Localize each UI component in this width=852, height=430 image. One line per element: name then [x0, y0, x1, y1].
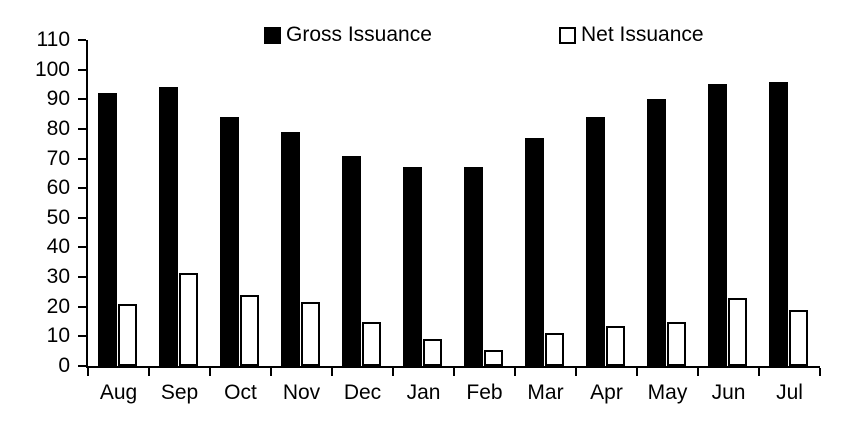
gross-issuance-bar: [525, 137, 544, 366]
x-axis-label: Feb: [466, 381, 503, 404]
gross-issuance-bar: [281, 131, 300, 366]
gross-issuance-bar: [98, 93, 117, 366]
x-axis-tick: [209, 368, 211, 376]
x-axis-label: Sep: [160, 381, 199, 404]
x-axis-label: Dec: [343, 381, 382, 404]
x-axis-tick: [453, 368, 455, 376]
legend-label-net-issuance: Net Issuance: [581, 23, 704, 46]
net-issuance-bar: [118, 303, 137, 366]
y-axis-tick: [78, 68, 86, 71]
x-axis-tick: [819, 368, 821, 376]
gross-issuance-bar: [403, 167, 422, 366]
x-axis-label: Jun: [711, 381, 746, 404]
y-axis-label: 90: [46, 87, 70, 111]
y-axis-tick: [78, 98, 86, 101]
x-axis-label: Nov: [282, 381, 321, 404]
net-issuance-bar: [667, 321, 686, 366]
gross-issuance-swatch-icon: [264, 26, 281, 44]
net-issuance-bar: [179, 272, 198, 366]
x-axis-tick: [270, 368, 272, 376]
x-axis-label: Aug: [99, 381, 138, 404]
x-axis-tick: [514, 368, 516, 376]
y-axis-tick: [78, 246, 86, 249]
gross-issuance-bar: [708, 84, 727, 366]
x-axis-label: May: [647, 381, 688, 404]
x-axis-tick: [575, 368, 577, 376]
x-axis-label: Apr: [590, 381, 623, 404]
gross-issuance-bar: [159, 87, 178, 366]
gross-issuance-bar: [464, 167, 483, 366]
net-issuance-bar: [301, 302, 320, 366]
y-axis-label: 110: [36, 28, 70, 51]
gross-issuance-bar: [586, 117, 605, 366]
y-axis-tick: [78, 39, 86, 41]
net-issuance-bar: [545, 333, 564, 366]
y-axis-tick: [78, 187, 86, 190]
net-issuance-bar: [240, 294, 259, 366]
y-axis-label: 0: [58, 354, 70, 377]
gross-issuance-bar: [769, 81, 788, 366]
y-axis-label: 20: [46, 294, 70, 318]
x-axis-label: Mar: [527, 381, 564, 404]
y-axis-label: 30: [46, 265, 70, 289]
net-issuance-bar: [728, 297, 747, 366]
y-axis-tick: [78, 276, 86, 279]
net-issuance-swatch-icon: [559, 26, 576, 44]
y-axis-label: 50: [46, 205, 70, 229]
net-issuance-bar: [423, 339, 442, 366]
net-issuance-bar: [362, 321, 381, 366]
y-axis-label: 80: [46, 116, 70, 140]
legend-item-net-issuance: Net Issuance: [559, 24, 704, 46]
y-axis-label: 70: [46, 146, 70, 170]
x-axis-tick: [331, 368, 333, 376]
y-axis-tick: [78, 335, 86, 338]
y-axis-tick: [78, 127, 86, 130]
plot-area: 0 10 20 30 40 50 60 70 80 90 100 110 Aug Sep Oct Nov De…: [35, 28, 821, 404]
gross-issuance-bar: [647, 99, 666, 366]
x-axis-tick: [758, 368, 760, 376]
x-axis-tick: [148, 368, 150, 376]
y-axis-label: 100: [34, 57, 70, 81]
y-axis-tick: [78, 365, 86, 367]
y-axis-label: 40: [46, 235, 70, 259]
legend-label-gross-issuance: Gross Issuance: [286, 23, 432, 46]
y-axis-label: 60: [46, 176, 70, 200]
x-axis-tick: [636, 368, 638, 376]
y-axis-tick: [78, 216, 86, 219]
y-axis-label: 10: [46, 324, 70, 348]
x-axis-tick: [87, 368, 89, 376]
y-axis-tick: [78, 305, 86, 308]
gross-issuance-bar: [342, 155, 361, 366]
x-axis-label: Jan: [406, 381, 441, 404]
x-axis-tick: [697, 368, 699, 376]
x-axis-label: Oct: [224, 381, 257, 404]
net-issuance-bar: [789, 309, 808, 366]
x-axis-tick: [392, 368, 394, 376]
net-issuance-bar: [484, 349, 503, 366]
legend-item-gross-issuance: Gross Issuance: [264, 24, 432, 46]
y-axis-tick: [78, 157, 86, 160]
net-issuance-bar: [606, 326, 625, 366]
gross-issuance-bar: [220, 117, 239, 366]
x-axis-label: Jul: [776, 381, 803, 404]
